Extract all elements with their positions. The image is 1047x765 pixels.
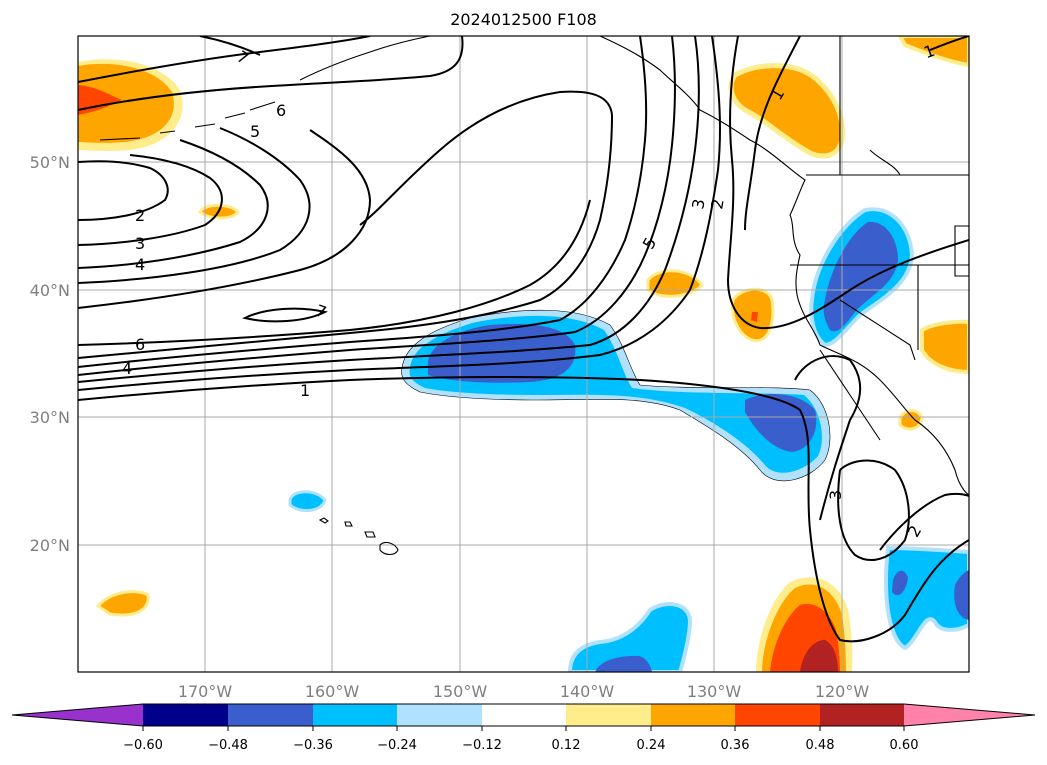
lon-label: 120°W bbox=[815, 682, 870, 701]
colorbar-tick-label: −0.12 bbox=[462, 738, 502, 753]
positive-anomaly-north bbox=[728, 36, 969, 375]
colorbar-segment bbox=[397, 704, 482, 726]
colorbar-segment bbox=[651, 704, 735, 726]
colorbar-tick-label: 0.48 bbox=[806, 738, 835, 753]
map-title: 2024012500 F108 bbox=[450, 10, 597, 29]
colorbar-segment bbox=[820, 704, 904, 726]
colorbar-tick-label: 0.36 bbox=[721, 738, 750, 753]
lon-label: 130°W bbox=[687, 682, 742, 701]
contour-label: 6 bbox=[135, 335, 145, 354]
colorbar-segment bbox=[566, 704, 651, 726]
lat-label: 30°N bbox=[30, 408, 70, 427]
colorbar-segment bbox=[12, 704, 143, 726]
colorbar-segment bbox=[482, 704, 566, 726]
lat-label: 40°N bbox=[30, 281, 70, 300]
colorbar-tick-label: −0.36 bbox=[293, 738, 333, 753]
contour-label: 3 bbox=[135, 234, 145, 253]
negative-anomaly-southeast bbox=[884, 545, 969, 651]
colorbar-segment bbox=[904, 704, 1035, 726]
lon-label: 170°W bbox=[178, 682, 233, 701]
colorbar-segment bbox=[143, 704, 228, 726]
map-frame bbox=[77, 35, 970, 673]
lon-label: 160°W bbox=[305, 682, 360, 701]
colorbar: −0.60 −0.48 −0.36 −0.24 −0.12 0.12 0.24 … bbox=[11, 703, 1036, 753]
contour-label: 4 bbox=[135, 255, 145, 274]
colorbar-tick-label: 0.12 bbox=[552, 738, 581, 753]
colorbar-segment bbox=[228, 704, 313, 726]
positive-anomaly-small bbox=[95, 203, 924, 617]
contour-label: 3 bbox=[688, 197, 708, 210]
colorbar-tick-label: −0.24 bbox=[377, 738, 417, 753]
colorbar-tick-label: −0.60 bbox=[123, 738, 163, 753]
contour-label: 3 bbox=[826, 490, 845, 500]
latitude-labels: 50°N 40°N 30°N 20°N bbox=[30, 153, 70, 555]
colorbar-tick-label: −0.48 bbox=[208, 738, 248, 753]
height-contours bbox=[78, 36, 969, 643]
contour-label: 2 bbox=[707, 197, 727, 210]
contour-label: 5 bbox=[250, 122, 260, 141]
longitude-labels: 170°W 160°W 150°W 140°W 130°W 120°W bbox=[178, 682, 870, 701]
colorbar-tick-label: 0.60 bbox=[890, 738, 919, 753]
contour-label: 6 bbox=[276, 101, 286, 120]
lat-label: 50°N bbox=[30, 153, 70, 172]
colorbar-tick-label: 0.24 bbox=[637, 738, 666, 753]
coastlines bbox=[99, 36, 969, 556]
graticule bbox=[78, 36, 969, 672]
contour-label: 2 bbox=[135, 206, 145, 225]
contour-labels: 7 6 5 2 3 4 7 6 4 1 5 3 2 1 3 2 1 bbox=[122, 41, 937, 541]
colorbar-segment bbox=[735, 704, 820, 726]
positive-anomaly-west bbox=[78, 59, 183, 151]
negative-anomaly-central bbox=[401, 309, 831, 482]
lon-label: 150°W bbox=[433, 682, 488, 701]
contour-label: 1 bbox=[300, 381, 310, 400]
lon-label: 140°W bbox=[560, 682, 615, 701]
lat-label: 20°N bbox=[30, 536, 70, 555]
contour-label: 4 bbox=[122, 359, 132, 378]
colorbar-segment bbox=[313, 704, 397, 726]
